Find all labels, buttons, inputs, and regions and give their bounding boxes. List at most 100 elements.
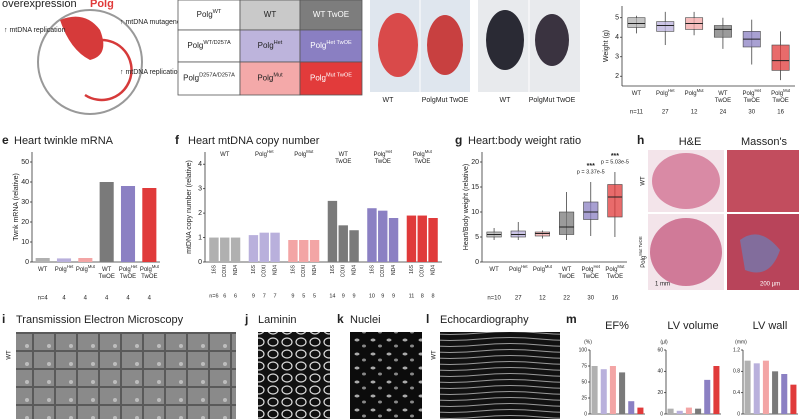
panel-letter: e bbox=[2, 133, 9, 147]
imaging-title: Laminin bbox=[258, 314, 297, 326]
n-label: 4 bbox=[148, 296, 152, 302]
x-tick-label: WT TwOE bbox=[558, 267, 574, 280]
panel-letter: m bbox=[566, 312, 577, 326]
x-tick-label: PolgHet bbox=[509, 264, 528, 273]
n-label: 9 bbox=[392, 293, 395, 299]
y-tick-label: 60 bbox=[657, 347, 663, 353]
bar bbox=[704, 379, 711, 414]
y-tick-label: 40 bbox=[21, 179, 29, 186]
heart-section bbox=[652, 153, 720, 209]
chart-title: EF% bbox=[605, 320, 629, 332]
n-label: 8 bbox=[432, 293, 435, 299]
table-text: WT TwOE bbox=[313, 10, 349, 19]
n-label: 16 bbox=[612, 296, 619, 302]
n-label: n=10 bbox=[487, 296, 501, 302]
bar bbox=[417, 215, 427, 262]
bar bbox=[744, 360, 751, 414]
y-tick-label: 5 bbox=[615, 15, 619, 22]
table-text: PolgD257A/D257A bbox=[183, 73, 235, 83]
table-text: PolgWT/D257A bbox=[187, 40, 231, 50]
bar bbox=[772, 371, 779, 414]
x-tick-label: PolgHet TwOE bbox=[119, 264, 138, 280]
box bbox=[607, 184, 623, 218]
histology-title: H&E bbox=[679, 136, 702, 148]
x-tick-label: PolgMut bbox=[533, 264, 553, 273]
diagram-label: ↑ mtDNA replication bbox=[120, 69, 182, 76]
n-label: 9 bbox=[342, 293, 345, 299]
significance: *** bbox=[611, 153, 619, 160]
imaging-title: Echocardiography bbox=[440, 314, 529, 326]
n-label: 12 bbox=[539, 296, 546, 302]
table-cell bbox=[299, 29, 363, 63]
panel-letter: f bbox=[175, 133, 180, 147]
x-tick-label: PolgMut TwOE bbox=[140, 264, 160, 280]
x-tick-label: PolgMut TwOE bbox=[605, 264, 625, 280]
y-tick-label: 15 bbox=[471, 184, 479, 191]
n-label: 7 bbox=[263, 293, 266, 299]
table-text: PolgMut bbox=[257, 73, 283, 83]
bar-label: COXI bbox=[380, 265, 386, 277]
y-tick-label: 50 bbox=[581, 379, 587, 385]
n-label: 24 bbox=[720, 110, 727, 116]
bar-label: ND4 bbox=[391, 265, 397, 275]
bar-label: 16S bbox=[330, 264, 336, 274]
photo-caption: PolgMut TwOE bbox=[422, 97, 469, 104]
bar bbox=[600, 369, 607, 414]
bar bbox=[428, 218, 438, 262]
n-label: 30 bbox=[748, 110, 755, 116]
group-label: PolgHet TwOE bbox=[373, 149, 392, 165]
y-tick-label: 4 bbox=[198, 161, 202, 168]
n-label: 27 bbox=[662, 110, 669, 116]
bar bbox=[388, 218, 399, 262]
row-label: WT bbox=[432, 350, 438, 360]
x-tick-label: PolgMut TwOE bbox=[771, 88, 791, 104]
n-label: 22 bbox=[563, 296, 570, 302]
y-tick-label: 2 bbox=[198, 210, 202, 217]
n-label: 6 bbox=[234, 293, 237, 299]
bar-label: COXI bbox=[262, 265, 268, 277]
bar bbox=[619, 372, 626, 414]
n-label: 7 bbox=[274, 293, 277, 299]
unit-label: (%) bbox=[584, 339, 592, 345]
histology-title: Masson's bbox=[741, 136, 788, 148]
bar-label: ND4 bbox=[233, 265, 239, 275]
y-axis-label: mtDNA copy number (relative) bbox=[186, 160, 193, 254]
bar bbox=[406, 215, 417, 262]
table-text: PolgMut TwOE bbox=[310, 73, 352, 83]
p-value: p = 3.37e-5 bbox=[577, 169, 605, 175]
bar bbox=[685, 407, 692, 414]
table-cell bbox=[299, 0, 363, 31]
bar-label: ND4 bbox=[272, 265, 278, 275]
table-text: PolgHet TwOE bbox=[310, 40, 352, 50]
diagram: overexpression Polg ↑ mtDNA replication … bbox=[2, 0, 190, 115]
box bbox=[627, 17, 646, 28]
y-axis-label: Weight (g) bbox=[603, 30, 610, 62]
bar bbox=[628, 401, 635, 414]
n-label: 12 bbox=[691, 110, 698, 116]
n-label: 9 bbox=[381, 293, 384, 299]
y-tick-label: 0 bbox=[660, 411, 663, 417]
bar bbox=[309, 240, 320, 262]
bar-label: 16S bbox=[251, 264, 257, 274]
y-tick-label: 2 bbox=[615, 73, 619, 80]
panel-letter: i bbox=[2, 312, 5, 326]
arrow bbox=[84, 38, 133, 102]
x-tick-label: WT TwOE bbox=[715, 91, 731, 104]
n-label: 14 bbox=[329, 293, 335, 299]
imaging-title: Transmission Electron Microscopy bbox=[16, 314, 184, 326]
x-tick-label: WT TwOE bbox=[98, 267, 114, 280]
polymerase bbox=[60, 16, 104, 61]
bar bbox=[349, 230, 359, 262]
bar-label: ND4 bbox=[351, 265, 357, 275]
significance: *** bbox=[587, 163, 595, 170]
x-tick-label: PolgHet bbox=[55, 264, 74, 273]
y-tick-label: 10 bbox=[21, 239, 29, 246]
table-text: WT bbox=[264, 10, 277, 19]
tem-image bbox=[16, 332, 236, 419]
table-cell bbox=[299, 61, 363, 96]
box bbox=[559, 211, 575, 235]
bar bbox=[762, 360, 769, 414]
bar bbox=[667, 408, 674, 414]
bar bbox=[299, 240, 309, 262]
